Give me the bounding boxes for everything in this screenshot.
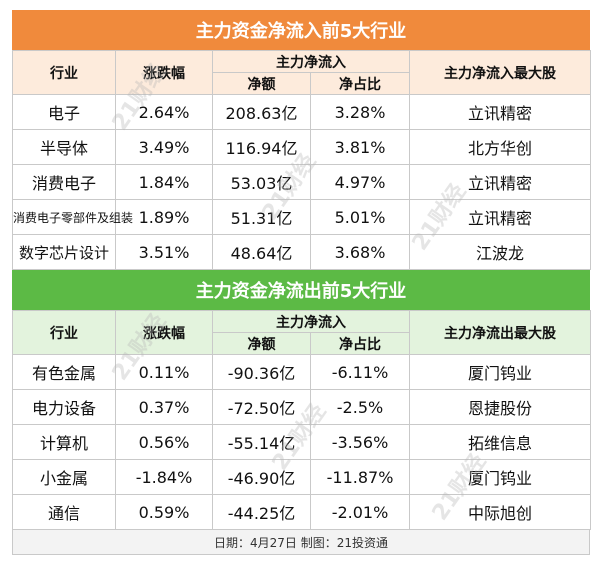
table-row: 数字芯片设计 3.51% 48.64亿 3.68% 江波龙 xyxy=(12,234,591,270)
header-amount: 净额 xyxy=(212,332,311,355)
cell-top-stock: 立讯精密 xyxy=(409,94,591,130)
cell-ratio: -11.87% xyxy=(310,459,410,495)
cell-amount: -55.14亿 xyxy=(212,424,311,460)
inflow-title: 主力资金净流入前5大行业 xyxy=(12,10,590,50)
table-row: 小金属 -1.84% -46.90亿 -11.87% 厦门钨业 xyxy=(12,459,591,495)
cell-amount: -72.50亿 xyxy=(212,389,311,425)
table-row: 消费电子零部件及组装 1.89% 51.31亿 5.01% 立讯精密 xyxy=(12,199,591,235)
cell-industry: 半导体 xyxy=(12,129,116,165)
cell-industry: 消费电子零部件及组装 xyxy=(12,199,133,235)
header-industry: 行业 xyxy=(12,310,116,355)
cell-ratio: -6.11% xyxy=(310,354,410,390)
cell-change: 0.11% xyxy=(115,354,213,390)
cell-top-stock: 厦门钨业 xyxy=(409,354,591,390)
cell-industry: 计算机 xyxy=(12,424,116,460)
cell-industry: 电力设备 xyxy=(12,389,116,425)
cell-amount: 116.94亿 xyxy=(212,129,311,165)
inflow-header-row: 行业 涨跌幅 主力净流入 主力净流入最大股 xyxy=(12,50,591,95)
table-row: 电力设备 0.37% -72.50亿 -2.5% 恩捷股份 xyxy=(12,389,591,425)
table-row: 消费电子 1.84% 53.03亿 4.97% 立讯精密 xyxy=(12,164,591,200)
footer-credit: 日期：4月27日 制图：21投资通 xyxy=(12,530,590,555)
cell-ratio: -3.56% xyxy=(310,424,410,460)
header-ratio: 净占比 xyxy=(310,72,410,95)
table-row: 电子 2.64% 208.63亿 3.28% 立讯精密 xyxy=(12,94,591,130)
cell-top-stock: 立讯精密 xyxy=(409,199,591,235)
cell-ratio: 3.28% xyxy=(310,94,410,130)
cell-ratio: 3.81% xyxy=(310,129,410,165)
header-net-group: 主力净流入 xyxy=(212,50,410,73)
table-row: 有色金属 0.11% -90.36亿 -6.11% 厦门钨业 xyxy=(12,354,591,390)
header-top-stock: 主力净流入最大股 xyxy=(409,50,591,95)
outflow-header-row: 行业 涨跌幅 主力净流入 主力净流出最大股 xyxy=(12,310,591,355)
cell-ratio: 4.97% xyxy=(310,164,410,200)
cell-top-stock: 中际旭创 xyxy=(409,494,591,530)
cell-change: 0.56% xyxy=(115,424,213,460)
cell-ratio: 5.01% xyxy=(310,199,410,235)
fund-flow-report: 主力资金净流入前5大行业 行业 涨跌幅 主力净流入 主力净流入最大股 净额 净占… xyxy=(12,10,591,555)
header-ratio: 净占比 xyxy=(310,332,410,355)
cell-change: 0.59% xyxy=(115,494,213,530)
table-row: 计算机 0.56% -55.14亿 -3.56% 拓维信息 xyxy=(12,424,591,460)
header-industry: 行业 xyxy=(12,50,116,95)
inflow-table: 行业 涨跌幅 主力净流入 主力净流入最大股 净额 净占比 电子 2.64% 20… xyxy=(12,50,591,270)
header-amount: 净额 xyxy=(212,72,311,95)
header-net-group: 主力净流入 xyxy=(212,310,410,333)
cell-top-stock: 厦门钨业 xyxy=(409,459,591,495)
cell-top-stock: 恩捷股份 xyxy=(409,389,591,425)
cell-amount: 208.63亿 xyxy=(212,94,311,130)
header-top-stock: 主力净流出最大股 xyxy=(409,310,591,355)
cell-change: 2.64% xyxy=(115,94,213,130)
cell-top-stock: 立讯精密 xyxy=(409,164,591,200)
cell-amount: 48.64亿 xyxy=(212,234,311,270)
cell-amount: -44.25亿 xyxy=(212,494,311,530)
cell-ratio: -2.5% xyxy=(310,389,410,425)
cell-top-stock: 北方华创 xyxy=(409,129,591,165)
cell-amount: -90.36亿 xyxy=(212,354,311,390)
cell-amount: -46.90亿 xyxy=(212,459,311,495)
cell-amount: 51.31亿 xyxy=(212,199,311,235)
outflow-title: 主力资金净流出前5大行业 xyxy=(12,270,590,310)
outflow-table: 行业 涨跌幅 主力净流入 主力净流出最大股 净额 净占比 有色金属 0.11% … xyxy=(12,310,591,530)
cell-amount: 53.03亿 xyxy=(212,164,311,200)
cell-industry: 消费电子 xyxy=(12,164,116,200)
cell-industry: 数字芯片设计 xyxy=(12,234,116,270)
cell-ratio: 3.68% xyxy=(310,234,410,270)
header-change: 涨跌幅 xyxy=(115,310,213,355)
cell-change: 3.51% xyxy=(115,234,213,270)
cell-top-stock: 拓维信息 xyxy=(409,424,591,460)
cell-change: 3.49% xyxy=(115,129,213,165)
table-row: 通信 0.59% -44.25亿 -2.01% 中际旭创 xyxy=(12,494,591,530)
cell-top-stock: 江波龙 xyxy=(409,234,591,270)
cell-change: -1.84% xyxy=(115,459,213,495)
cell-industry: 通信 xyxy=(12,494,116,530)
header-change: 涨跌幅 xyxy=(115,50,213,95)
inflow-subheader-row: 净额 净占比 xyxy=(13,72,591,95)
cell-industry: 有色金属 xyxy=(12,354,116,390)
cell-ratio: -2.01% xyxy=(310,494,410,530)
cell-change: 0.37% xyxy=(115,389,213,425)
cell-industry: 小金属 xyxy=(12,459,116,495)
outflow-subheader-row: 净额 净占比 xyxy=(13,332,591,355)
cell-industry: 电子 xyxy=(12,94,116,130)
cell-change: 1.84% xyxy=(115,164,213,200)
table-row: 半导体 3.49% 116.94亿 3.81% 北方华创 xyxy=(12,129,591,165)
